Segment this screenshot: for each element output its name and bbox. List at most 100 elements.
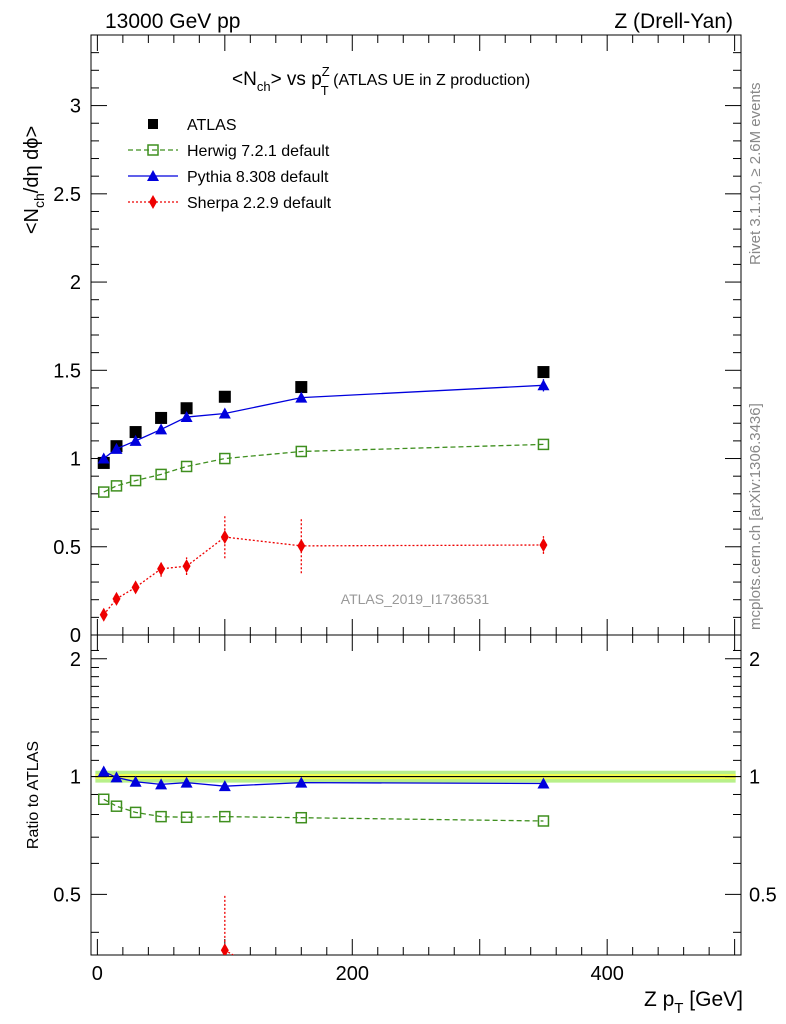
ylabel-sub: ch [31, 193, 47, 208]
data-point [537, 366, 550, 379]
data-point [295, 381, 308, 394]
data-point [219, 452, 231, 465]
data-point [182, 559, 191, 574]
title-sub2: T [321, 83, 329, 98]
data-point [129, 806, 142, 819]
series-herwig [97, 438, 550, 498]
data-point [537, 438, 550, 451]
data-point [218, 390, 231, 403]
x-tick-label: 400 [590, 963, 623, 985]
legend-entry-sherpa: Sherpa 2.2.9 default [128, 195, 332, 212]
main-series [97, 366, 550, 622]
series-pythia [97, 379, 550, 464]
data-point [537, 379, 550, 391]
data-point [129, 474, 142, 487]
xlabel-tail: [GeV] [683, 988, 743, 1011]
y-tick-label: 1 [70, 449, 81, 471]
data-point [537, 815, 550, 827]
main-axes [91, 35, 741, 636]
data-point [97, 793, 110, 806]
data-point [147, 144, 159, 156]
data-point [155, 411, 168, 424]
data-point [155, 423, 168, 435]
ratio-series-sherpa [220, 894, 235, 955]
data-point [180, 460, 193, 473]
y-tick-label: 0 [70, 625, 81, 647]
title-main: <N [232, 69, 257, 90]
data-point [110, 771, 123, 783]
data-point [220, 943, 229, 955]
ratio-axes [91, 635, 741, 955]
data-point [110, 800, 123, 812]
title-mid: > vs p [271, 69, 322, 90]
data-point [157, 561, 166, 576]
data-point [180, 402, 193, 415]
legend-label: ATLAS [187, 117, 237, 134]
xlabel-main: Z p [644, 988, 674, 1011]
data-point [129, 434, 142, 446]
legend-entry-herwig: Herwig 7.2.1 default [128, 143, 330, 160]
ratio-panel: 0.5 0.5 1 1 2 2 0 200 400 Ratio to ATLAS Z pT [G… [25, 634, 777, 1017]
data-point [180, 411, 193, 423]
data-point [295, 811, 308, 824]
ratio-ylabel: Ratio to ATLAS [25, 741, 42, 849]
data-point [218, 407, 231, 419]
data-point [97, 486, 110, 498]
series-line [224, 949, 235, 955]
title-sup: Z [322, 64, 330, 79]
ylabel-tail: /dη dϕ> [21, 126, 43, 193]
main-tick-labels: 0 0.5 1 1.5 2 2.5 3 [53, 96, 81, 647]
legend-entry-atlas: ATLAS [148, 117, 237, 134]
y-tick-label: 1 [70, 767, 81, 789]
main-ylabel: <Nch/dη dϕ> [21, 126, 47, 234]
data-point [218, 780, 231, 792]
data-point [295, 776, 308, 788]
ratio-band [95, 770, 736, 783]
main-panel: 00.511.522.53 <Nch> vs pZ T (ATLAS UE in … [21, 34, 742, 647]
series-sherpa [99, 515, 548, 622]
data-point [129, 426, 142, 439]
data-point [147, 170, 159, 181]
data-point [180, 811, 193, 824]
main-title: <Nch> vs pZ T (ATLAS UE in Z production) [232, 64, 530, 98]
legend: ATLAS Herwig 7.2.1 default Pythia 8.308 de… [128, 117, 332, 212]
data-point [110, 480, 123, 492]
data-point [99, 607, 108, 622]
xlabel-sub: T [674, 1000, 683, 1017]
process-label: Z (Drell-Yan) [614, 10, 733, 33]
series-line [103, 384, 544, 460]
y-tick-label-right: 0.5 [749, 884, 777, 906]
legend-label: Pythia 8.308 default [187, 169, 329, 186]
data-point [295, 445, 308, 458]
title-sub: ch [257, 79, 271, 94]
data-point [220, 530, 229, 545]
ylabel-main: <N [21, 208, 43, 234]
legend-label: Sherpa 2.2.9 default [187, 195, 332, 212]
series-atlas [97, 366, 550, 469]
y-tick-label: 1.5 [53, 360, 81, 382]
title-tail: (ATLAS UE in Z production) [329, 72, 531, 89]
data-point [110, 442, 123, 454]
legend-entry-pythia: Pythia 8.308 default [128, 169, 329, 186]
data-point [219, 810, 231, 823]
ratio-series [97, 765, 550, 955]
y-tick-label-right: 1 [749, 767, 760, 789]
x-tick-label: 0 [92, 963, 103, 985]
y-tick-label: 0.5 [53, 884, 81, 906]
data-point [295, 391, 308, 403]
y-tick-label: 0.5 [53, 537, 81, 559]
series-line [103, 443, 544, 493]
legend-label: Herwig 7.2.1 default [187, 143, 330, 160]
y-tick-label: 3 [70, 96, 81, 118]
series-line [103, 536, 544, 616]
data-point [537, 777, 550, 789]
data-point [97, 452, 110, 464]
data-point [155, 810, 167, 823]
ratio-series-herwig [97, 793, 550, 827]
data-point [155, 468, 167, 481]
data-point [180, 776, 193, 788]
y-tick-label: 2 [70, 649, 81, 671]
data-point [129, 775, 142, 787]
data-point [97, 765, 110, 777]
